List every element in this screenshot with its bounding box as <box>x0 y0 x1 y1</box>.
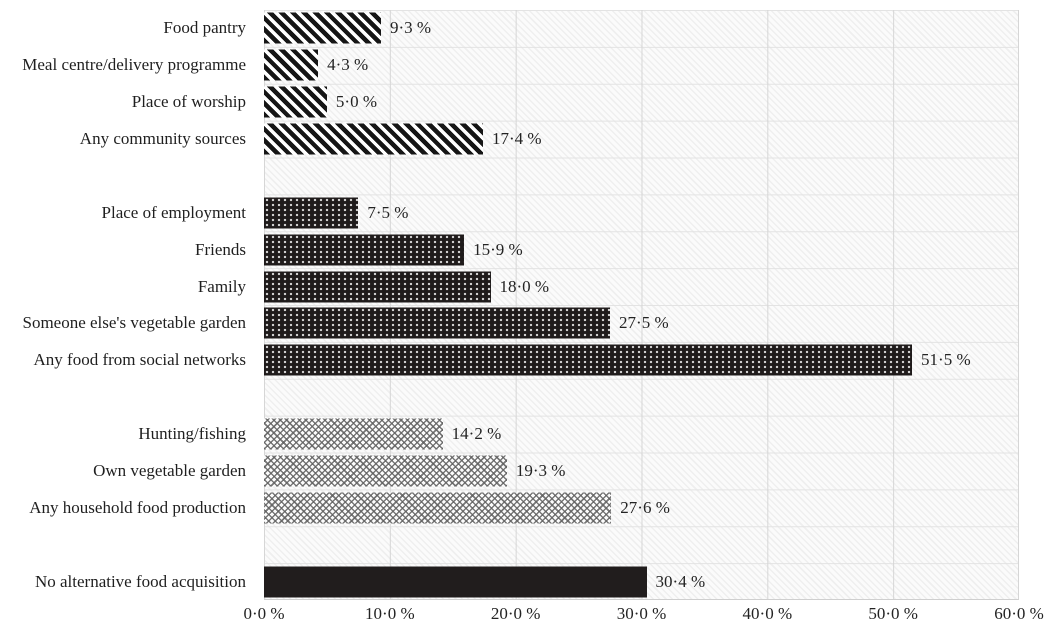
value-label: 14·2 % <box>451 424 502 444</box>
value-label: 15·9 % <box>473 239 523 259</box>
bar-row: No alternative food acquisition 30·4 % <box>0 563 1019 600</box>
value-label: 17·4 % <box>491 129 542 149</box>
bar-row: Friends 15·9 % <box>0 231 1019 268</box>
value-label: 18·0 % <box>499 276 550 296</box>
x-tick-label: 0·0 % <box>243 604 285 623</box>
bar-cell: 30·4 % <box>264 563 1019 600</box>
value-label: 9·3 % <box>390 18 432 38</box>
bar-cell: 51·5 % <box>264 342 1019 379</box>
category-label: Friends <box>195 239 246 259</box>
spacer-row <box>0 379 1019 416</box>
value-label: 4·3 % <box>327 55 369 75</box>
bar-row: Own vegetable garden 19·3 % <box>0 453 1019 490</box>
value-label: 30·4 % <box>655 571 706 591</box>
bar-row: Any food from social networks 51·5 % <box>0 342 1019 379</box>
bar <box>264 234 465 266</box>
category-label: No alternative food acquisition <box>34 571 246 591</box>
bar-cell: 18·0 % <box>264 268 1019 305</box>
category-label: Hunting/fishing <box>138 424 246 444</box>
bar <box>264 271 491 303</box>
category-label: Someone else's vegetable garden <box>22 313 246 333</box>
bar-row: Any household food production 27·6 % <box>0 489 1019 526</box>
bar <box>264 492 612 524</box>
bar-row: Any community sources 17·4 % <box>0 121 1019 158</box>
bar <box>264 197 359 229</box>
x-tick-label: 40·0 % <box>742 604 793 623</box>
category-label: Any food from social networks <box>33 350 246 370</box>
category-label: Place of worship <box>131 92 246 112</box>
x-tick-label: 20·0 % <box>490 604 541 623</box>
x-tick-label: 10·0 % <box>365 604 415 623</box>
bar <box>264 566 647 598</box>
bar-cell: 5·0 % <box>264 84 1019 121</box>
bar <box>264 307 611 339</box>
bar <box>264 49 319 81</box>
x-tick-label: 50·0 % <box>868 604 918 623</box>
bar <box>264 344 913 376</box>
bar-cell: 4·3 % <box>264 47 1019 84</box>
category-label: Any household food production <box>29 497 246 517</box>
bar-row: Family 18·0 % <box>0 268 1019 305</box>
bar-row: Food pantry 9·3 % <box>0 10 1019 47</box>
bar <box>264 12 382 44</box>
category-label: Meal centre/delivery programme <box>22 55 246 75</box>
chart-rows: Food pantry 9·3 % Meal centre/delivery pro… <box>0 10 1019 600</box>
category-label: Place of employment <box>101 202 246 222</box>
bar-cell: 15·9 % <box>264 231 1019 268</box>
spacer-row <box>0 526 1019 563</box>
bar-cell: 7·5 % <box>264 194 1019 231</box>
bar-cell: 14·2 % <box>264 416 1019 453</box>
bar-cell: 19·3 % <box>264 453 1019 490</box>
x-tick-label: 60·0 % <box>994 604 1044 623</box>
bar-row: Someone else's vegetable garden 27·5 % <box>0 305 1019 342</box>
bar-cell: 17·4 % <box>264 121 1019 158</box>
bar-row: Place of employment 7·5 % <box>0 194 1019 231</box>
x-axis: 0·0 % 10·0 % 20·0 % 30·0 % 40·0 % 50·0 % 60·0 … <box>243 604 1043 627</box>
bar <box>264 455 507 487</box>
value-label: 27·6 % <box>620 497 670 517</box>
bar <box>264 418 443 450</box>
value-label: 19·3 % <box>515 460 566 480</box>
bar <box>264 86 327 118</box>
x-tick-label: 30·0 % <box>616 604 667 623</box>
category-label: Family <box>197 276 246 296</box>
bar-row: Hunting/fishing 14·2 % <box>0 416 1019 453</box>
value-label: 7·5 % <box>367 202 409 222</box>
value-label: 51·5 % <box>921 350 971 370</box>
bar-cell: 27·5 % <box>264 305 1019 342</box>
spacer-row <box>0 158 1019 195</box>
bar-cell: 9·3 % <box>264 10 1019 47</box>
bar-row: Meal centre/delivery programme 4·3 % <box>0 47 1019 84</box>
category-label: Food pantry <box>163 18 246 38</box>
bar-cell: 27·6 % <box>264 489 1019 526</box>
value-label: 5·0 % <box>335 92 377 112</box>
bar <box>264 123 483 155</box>
category-label: Any community sources <box>79 129 246 149</box>
value-label: 27·5 % <box>619 313 669 333</box>
category-label: Own vegetable garden <box>93 460 246 480</box>
bar-row: Place of worship 5·0 % <box>0 84 1019 121</box>
